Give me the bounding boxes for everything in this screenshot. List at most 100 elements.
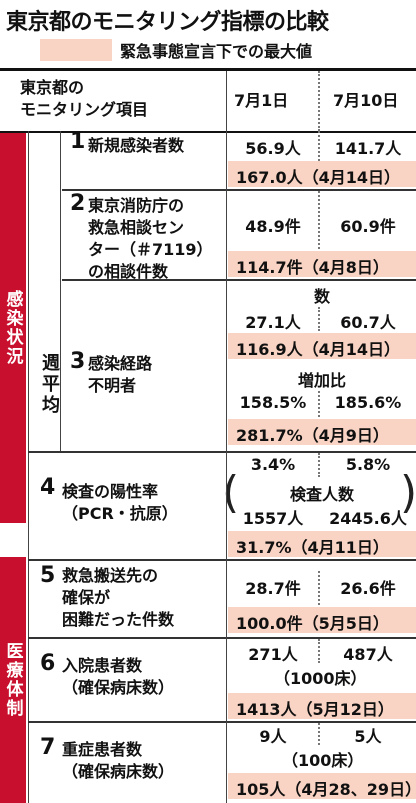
column-divider — [226, 131, 227, 803]
value-jul1: 3.4% — [250, 455, 296, 474]
row-label: 感染経路 不明者 — [88, 353, 152, 397]
row-number: 2 — [70, 191, 86, 216]
row-number: 7 — [40, 735, 56, 760]
value-jul1: 271人 — [248, 645, 298, 664]
bed-capacity: （100床） — [282, 751, 364, 770]
row-label-line: 感染経路 — [88, 354, 153, 373]
row-number: 3 — [70, 349, 86, 374]
row-label: 検査の陽性率 （PCR・抗原） — [62, 481, 178, 525]
max-value: 100.0件（5月5日） — [236, 614, 389, 633]
value-jul1: 1557人 — [242, 509, 304, 528]
value-jul1: 28.7件 — [245, 579, 301, 598]
value-jul10: 26.6件 — [340, 579, 396, 598]
max-highlight — [228, 161, 416, 187]
value-jul10: 185.6% — [334, 393, 402, 412]
row-label-line: 検査の陽性率 — [62, 482, 159, 501]
value-jul10: 141.7人 — [334, 139, 402, 158]
row-divider — [28, 451, 416, 453]
row-label-line: 確保が — [62, 588, 111, 607]
left-rule — [28, 131, 29, 803]
row-number: 6 — [40, 651, 56, 676]
page-title: 東京都のモニタリング指標の比較 — [6, 10, 329, 35]
column-divider — [226, 71, 227, 131]
max-value: 1413人（5月12日） — [236, 700, 394, 719]
header-item-line: モニタリング項目 — [20, 100, 149, 119]
value-jul1: 158.5% — [239, 393, 307, 412]
category-medical-label: 医療体制 — [2, 642, 23, 718]
column-divider-dotted — [318, 191, 320, 249]
row-number: 5 — [40, 563, 56, 588]
weekly-rule — [60, 131, 61, 453]
header-item-line: 東京都の — [20, 78, 85, 97]
row-label-line: の相談件数 — [88, 262, 169, 281]
value-jul10: 2445.6人 — [329, 509, 407, 528]
monitoring-table: 東京都の モニタリング項目 7月1日 7月10日 感染状況 医療体制 週平均 1… — [0, 68, 416, 803]
max-value: 116.9人（4月14日） — [236, 340, 401, 359]
column-divider-dotted — [318, 571, 320, 605]
weekly-average-label: 週平均 — [39, 353, 60, 416]
subheading-tests: 検査人数 — [289, 485, 354, 504]
header-date-jul1: 7月1日 — [234, 91, 289, 110]
max-value: 281.7%（4月9日） — [236, 426, 389, 445]
value-jul1: 48.9件 — [245, 217, 301, 236]
legend-swatch — [40, 39, 112, 61]
row-label-line: （確保病床数） — [62, 762, 175, 781]
column-divider-dotted — [318, 723, 320, 745]
row-label-line: （確保病床数） — [62, 678, 175, 697]
max-highlight — [228, 333, 416, 359]
row-divider — [28, 559, 416, 561]
max-value: 114.7件（4月8日） — [236, 258, 389, 277]
row-label-line: 困難だった件数 — [62, 610, 175, 629]
column-divider-dotted — [318, 71, 320, 131]
row-divider — [62, 279, 416, 281]
max-highlight — [228, 531, 416, 557]
max-value: 31.7%（4月11日） — [236, 538, 389, 557]
row-label: 東京消防庁の 救急相談セン ター（＃7119） の相談件数 — [88, 195, 213, 283]
row-label-line: （PCR・抗原） — [62, 504, 178, 523]
max-highlight — [228, 693, 416, 719]
bracket-right: ) — [400, 467, 416, 518]
max-highlight — [228, 607, 416, 633]
column-divider-dotted — [318, 307, 320, 331]
column-divider-dotted — [318, 131, 320, 161]
row-label-line: 救急搬送先の — [62, 566, 159, 585]
row-label-line: 東京消防庁の — [88, 196, 185, 215]
category-infection: 感染状況 — [0, 133, 26, 523]
bed-capacity: （1000床） — [274, 669, 367, 688]
row-label: 救急搬送先の 確保が 困難だった件数 — [62, 565, 174, 631]
value-jul10: 60.9件 — [340, 217, 396, 236]
row-label: 新規感染者数 — [88, 136, 185, 155]
max-highlight — [228, 419, 416, 445]
legend: 緊急事態宣言下での最大値 — [40, 38, 312, 62]
value-jul1: 56.9人 — [245, 139, 301, 158]
column-divider-dotted — [318, 639, 320, 663]
row-label-line: 重症患者数 — [62, 740, 143, 759]
row-number: 4 — [40, 475, 56, 500]
value-jul10: 5.8% — [345, 455, 391, 474]
max-highlight — [228, 773, 416, 799]
value-jul1: 27.1人 — [245, 313, 301, 332]
row-label-line: 不明者 — [88, 376, 137, 395]
row-divider — [28, 637, 416, 639]
subheading-count: 数 — [313, 287, 330, 306]
row-label-line: 救急相談セン — [88, 218, 185, 237]
value-jul10: 5人 — [354, 727, 382, 746]
max-highlight — [228, 251, 416, 277]
row-label: 重症患者数 （確保病床数） — [62, 739, 174, 783]
column-divider-dotted — [318, 391, 320, 417]
category-medical: 医療体制 — [0, 557, 26, 803]
row-label-line: ター（＃7119） — [88, 240, 213, 259]
row-divider — [62, 189, 416, 191]
row-divider — [28, 721, 416, 723]
value-jul1: 9人 — [259, 727, 287, 746]
header-date-jul10: 7月10日 — [333, 91, 399, 110]
max-value: 105人（4月28、29日） — [236, 780, 416, 799]
value-jul10: 60.7人 — [340, 313, 396, 332]
column-divider-dotted — [318, 453, 320, 477]
legend-label: 緊急事態宣言下での最大値 — [120, 42, 313, 61]
row-label: 入院患者数 （確保病床数） — [62, 655, 174, 699]
category-infection-label: 感染状況 — [2, 290, 23, 366]
header-item-label: 東京都の モニタリング項目 — [20, 77, 148, 121]
subheading-growth: 増加比 — [297, 371, 346, 390]
